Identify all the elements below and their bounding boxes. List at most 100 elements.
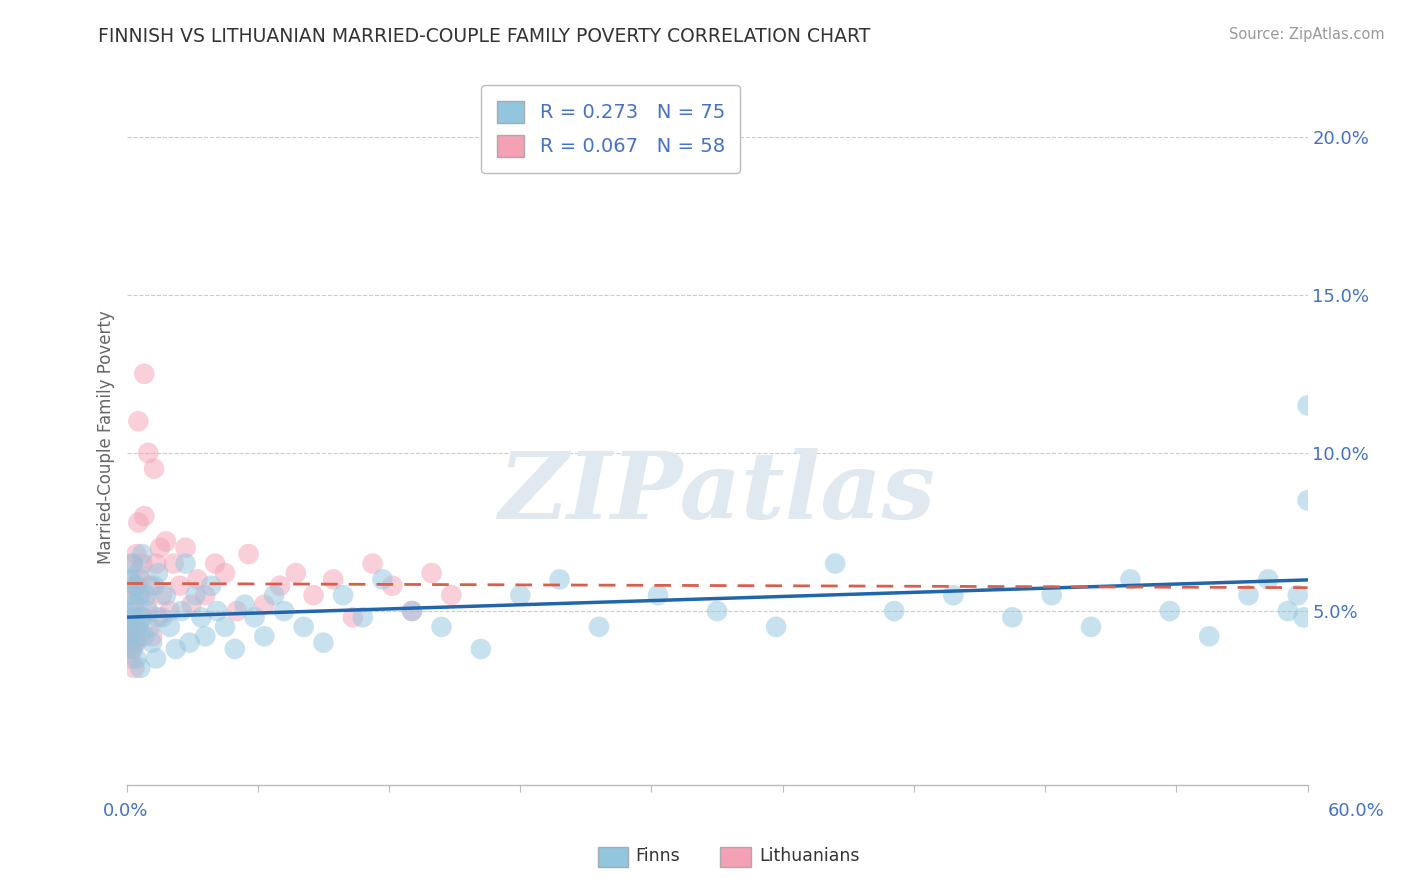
Point	[170, 604, 193, 618]
Point	[342, 610, 364, 624]
Point	[194, 629, 217, 643]
Point	[883, 604, 905, 618]
Point	[124, 579, 146, 593]
Point	[121, 610, 143, 624]
Point	[141, 635, 163, 649]
Point	[129, 661, 152, 675]
Point	[117, 588, 139, 602]
Point	[120, 629, 142, 643]
Point	[174, 557, 197, 571]
Point	[117, 629, 139, 643]
Point	[121, 642, 143, 657]
Point	[1286, 588, 1309, 602]
Point	[1296, 399, 1319, 413]
Point	[381, 579, 404, 593]
Point	[253, 598, 276, 612]
Point	[145, 557, 167, 571]
Text: FINNISH VS LITHUANIAN MARRIED-COUPLE FAMILY POVERTY CORRELATION CHART: FINNISH VS LITHUANIAN MARRIED-COUPLE FAM…	[98, 27, 870, 45]
Point	[129, 588, 152, 602]
Point	[361, 557, 384, 571]
Point	[155, 534, 177, 549]
Point	[124, 629, 146, 643]
Point	[120, 651, 142, 665]
Text: Finns: Finns	[636, 847, 681, 865]
Point	[139, 620, 162, 634]
Point	[155, 588, 177, 602]
Point	[401, 604, 423, 618]
Point	[1001, 610, 1024, 624]
Point	[169, 579, 191, 593]
Point	[120, 620, 142, 634]
Point	[312, 635, 335, 649]
Point	[269, 579, 291, 593]
Point	[125, 620, 148, 634]
Point	[1292, 610, 1315, 624]
Point	[401, 604, 423, 618]
Point	[120, 573, 142, 587]
Point	[120, 573, 142, 587]
Point	[121, 604, 143, 618]
Point	[200, 579, 222, 593]
Point	[121, 557, 143, 571]
Point	[1198, 629, 1220, 643]
Point	[253, 629, 276, 643]
Point	[149, 541, 172, 555]
Point	[332, 588, 354, 602]
Point	[129, 573, 152, 587]
Point	[124, 598, 146, 612]
Point	[184, 588, 207, 602]
Point	[1257, 573, 1279, 587]
Point	[127, 620, 149, 634]
Point	[238, 547, 260, 561]
Point	[129, 629, 152, 643]
Point	[124, 635, 146, 649]
Point	[163, 557, 186, 571]
Point	[141, 629, 163, 643]
Text: ZIPatlas: ZIPatlas	[499, 448, 935, 538]
Point	[143, 461, 166, 475]
Point	[204, 557, 226, 571]
Point	[179, 635, 201, 649]
Point	[146, 610, 169, 624]
Point	[127, 588, 149, 602]
Point	[180, 598, 202, 612]
Point	[125, 547, 148, 561]
Point	[150, 588, 173, 602]
Text: 60.0%: 60.0%	[1329, 802, 1385, 820]
Point	[352, 610, 374, 624]
Point	[273, 604, 295, 618]
Point	[214, 566, 236, 580]
Point	[121, 557, 143, 571]
Point	[125, 579, 148, 593]
Point	[1277, 604, 1299, 618]
Point	[127, 566, 149, 580]
Point	[120, 588, 142, 602]
Point	[371, 573, 394, 587]
Point	[136, 446, 159, 460]
Point	[186, 573, 208, 587]
Point	[134, 509, 156, 524]
Text: 0.0%: 0.0%	[103, 802, 148, 820]
Point	[647, 588, 669, 602]
Point	[243, 610, 266, 624]
Point	[263, 588, 285, 602]
Point	[509, 588, 531, 602]
Point	[225, 604, 247, 618]
Point	[121, 610, 143, 624]
Point	[131, 547, 153, 561]
Point	[470, 642, 492, 657]
Point	[125, 651, 148, 665]
Point	[131, 557, 153, 571]
Point	[302, 588, 325, 602]
Point	[131, 610, 153, 624]
Point	[117, 604, 139, 618]
Point	[1080, 620, 1102, 634]
Point	[134, 629, 156, 643]
Point	[588, 620, 610, 634]
Point	[174, 541, 197, 555]
Point	[824, 557, 846, 571]
Point	[420, 566, 443, 580]
Point	[1237, 588, 1260, 602]
Point	[120, 635, 142, 649]
Point	[150, 610, 173, 624]
